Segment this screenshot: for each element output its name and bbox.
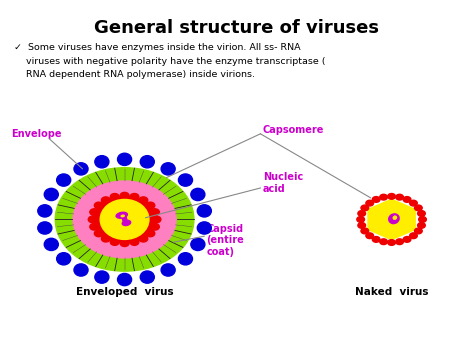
- Text: Enveloped  virus: Enveloped virus: [76, 287, 173, 297]
- Circle shape: [403, 236, 411, 242]
- Text: ✓  Some viruses have enzymes inside the virion. All ss- RNA: ✓ Some viruses have enzymes inside the v…: [15, 43, 301, 52]
- Ellipse shape: [44, 189, 58, 201]
- Text: General structure of viruses: General structure of viruses: [94, 18, 380, 37]
- Text: viruses with negative polarity have the enzyme transcriptase (: viruses with negative polarity have the …: [15, 57, 326, 66]
- Ellipse shape: [388, 213, 400, 224]
- Polygon shape: [367, 198, 416, 240]
- Ellipse shape: [118, 273, 132, 286]
- Ellipse shape: [95, 271, 109, 283]
- Circle shape: [110, 239, 119, 245]
- Circle shape: [101, 197, 110, 203]
- Ellipse shape: [140, 155, 155, 168]
- Circle shape: [419, 217, 426, 222]
- Circle shape: [415, 205, 422, 211]
- Circle shape: [410, 233, 417, 239]
- Circle shape: [372, 197, 380, 202]
- Circle shape: [120, 192, 129, 199]
- Ellipse shape: [140, 271, 155, 283]
- Text: Naked  virus: Naked virus: [355, 287, 428, 297]
- Circle shape: [94, 230, 103, 237]
- Circle shape: [139, 197, 148, 203]
- Text: Capsid
(entire
coat): Capsid (entire coat): [207, 224, 244, 257]
- Circle shape: [139, 235, 148, 242]
- Circle shape: [358, 211, 365, 216]
- Circle shape: [358, 223, 365, 228]
- Circle shape: [357, 217, 365, 222]
- Circle shape: [380, 239, 387, 245]
- Circle shape: [90, 223, 99, 230]
- Circle shape: [396, 239, 403, 245]
- Circle shape: [366, 233, 374, 239]
- Circle shape: [372, 236, 380, 242]
- Text: Capsomere: Capsomere: [263, 125, 324, 135]
- Ellipse shape: [38, 205, 52, 217]
- Circle shape: [90, 209, 99, 215]
- Circle shape: [361, 228, 369, 234]
- Circle shape: [55, 168, 194, 271]
- Ellipse shape: [44, 238, 58, 251]
- Circle shape: [388, 240, 395, 245]
- Circle shape: [380, 194, 387, 200]
- Ellipse shape: [120, 214, 125, 217]
- Circle shape: [361, 205, 369, 211]
- Circle shape: [146, 202, 155, 209]
- Ellipse shape: [38, 222, 52, 234]
- Ellipse shape: [191, 238, 205, 251]
- Text: RNA dependent RNA polymerase) inside virions.: RNA dependent RNA polymerase) inside vir…: [15, 70, 255, 79]
- Polygon shape: [93, 196, 156, 243]
- Ellipse shape: [197, 222, 211, 234]
- Ellipse shape: [57, 174, 71, 186]
- Ellipse shape: [178, 253, 192, 265]
- Ellipse shape: [57, 253, 71, 265]
- Ellipse shape: [161, 163, 175, 175]
- Ellipse shape: [197, 205, 211, 217]
- Text: Envelope: Envelope: [11, 129, 62, 139]
- Ellipse shape: [74, 264, 88, 276]
- Circle shape: [101, 235, 110, 242]
- Ellipse shape: [100, 200, 149, 239]
- Ellipse shape: [191, 189, 205, 201]
- Circle shape: [110, 193, 119, 200]
- Circle shape: [120, 240, 129, 246]
- Circle shape: [146, 230, 155, 237]
- Circle shape: [403, 197, 411, 202]
- Ellipse shape: [115, 212, 128, 219]
- Circle shape: [88, 216, 97, 223]
- Circle shape: [415, 228, 422, 234]
- Ellipse shape: [121, 214, 128, 224]
- Ellipse shape: [74, 163, 88, 175]
- Circle shape: [130, 239, 139, 245]
- Circle shape: [418, 211, 425, 216]
- Circle shape: [152, 216, 161, 223]
- Circle shape: [73, 181, 176, 258]
- Ellipse shape: [121, 220, 131, 226]
- Circle shape: [150, 223, 159, 230]
- Ellipse shape: [95, 155, 109, 168]
- Ellipse shape: [178, 174, 192, 186]
- Circle shape: [366, 200, 374, 206]
- Ellipse shape: [392, 215, 397, 220]
- Circle shape: [396, 194, 403, 200]
- Circle shape: [150, 209, 159, 215]
- Ellipse shape: [118, 153, 132, 165]
- Circle shape: [418, 223, 425, 228]
- Circle shape: [94, 202, 103, 209]
- Circle shape: [130, 193, 139, 200]
- Text: Nucleic
acid: Nucleic acid: [263, 172, 303, 193]
- Circle shape: [410, 200, 417, 206]
- Ellipse shape: [161, 264, 175, 276]
- Circle shape: [388, 193, 395, 199]
